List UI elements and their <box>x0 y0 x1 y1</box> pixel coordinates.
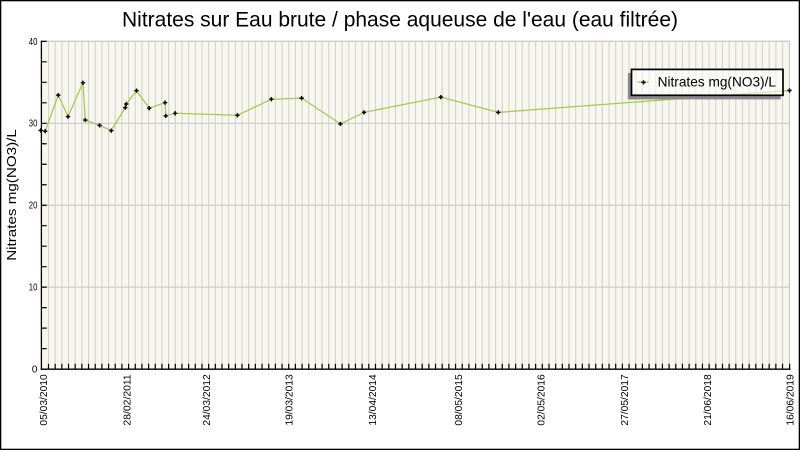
svg-text:40: 40 <box>29 37 38 48</box>
svg-text:21/06/2018: 21/06/2018 <box>703 374 714 426</box>
svg-text:28/02/2011: 28/02/2011 <box>123 374 134 426</box>
svg-text:Nitrates mg(NO3)/L: Nitrates mg(NO3)/L <box>658 73 777 89</box>
svg-text:08/05/2015: 08/05/2015 <box>454 374 465 426</box>
svg-text:27/05/2017: 27/05/2017 <box>620 374 631 426</box>
svg-text:0: 0 <box>32 365 38 376</box>
svg-text:20: 20 <box>29 201 38 212</box>
svg-text:02/05/2016: 02/05/2016 <box>537 374 548 426</box>
svg-text:30: 30 <box>29 119 38 130</box>
svg-text:24/03/2012: 24/03/2012 <box>202 374 213 426</box>
svg-text:13/04/2014: 13/04/2014 <box>368 374 379 426</box>
svg-text:Nitrates mg(NO3)/L: Nitrates mg(NO3)/L <box>4 129 19 261</box>
svg-text:19/03/2013: 19/03/2013 <box>285 374 296 426</box>
svg-text:Nitrates sur Eau brute / phase: Nitrates sur Eau brute / phase aqueuse d… <box>122 9 678 32</box>
svg-text:10: 10 <box>29 283 38 294</box>
svg-text:16/06/2019: 16/06/2019 <box>786 374 797 426</box>
svg-text:05/03/2010: 05/03/2010 <box>39 374 50 426</box>
